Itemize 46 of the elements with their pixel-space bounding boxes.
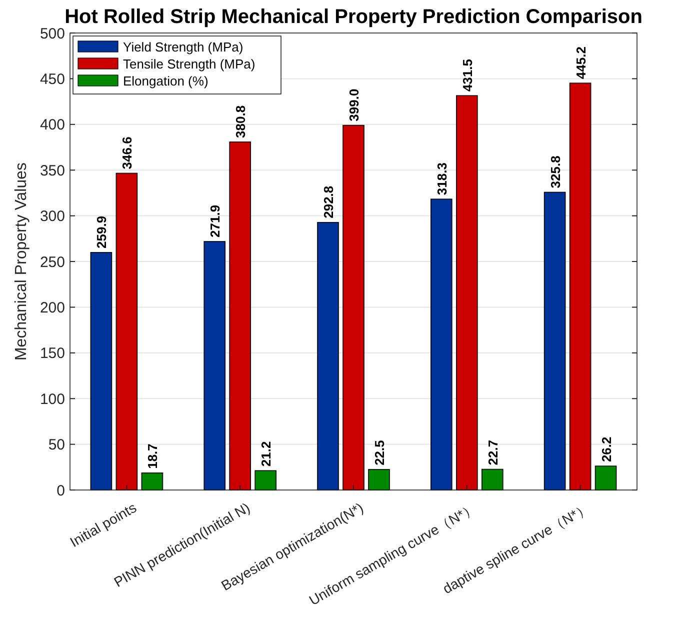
- legend-label: Elongation (%): [123, 74, 208, 89]
- text: 22.7: [485, 440, 500, 466]
- y-tick-label: 450: [40, 70, 65, 88]
- bar: [116, 172, 138, 490]
- y-tick-label: 50: [48, 436, 65, 454]
- y-tick-label: 150: [40, 345, 65, 362]
- chart-title: Hot Rolled Strip Mechanical Property Prediction Comparison: [64, 6, 642, 28]
- bar: [482, 468, 504, 490]
- y-tick-label: 350: [40, 162, 65, 180]
- legend-label: Yield Strength (MPa): [123, 40, 244, 55]
- bar: [544, 192, 566, 490]
- text: 271.9: [208, 204, 223, 238]
- bar: [569, 82, 592, 490]
- bar: [368, 469, 390, 490]
- text: 346.6: [120, 136, 135, 170]
- bar: [594, 466, 617, 490]
- y-tick-label: 400: [40, 116, 65, 134]
- text: 431.5: [460, 59, 475, 92]
- text: 292.8: [321, 186, 336, 218]
- text: 21.2: [258, 441, 274, 467]
- bar: [229, 142, 251, 490]
- text: 318.3: [434, 162, 450, 196]
- bar: [141, 472, 164, 490]
- bar: [317, 222, 339, 490]
- text: 380.8: [233, 105, 248, 138]
- text: 259.9: [94, 216, 110, 248]
- text: 399.0: [346, 88, 362, 122]
- text: 22.5: [372, 440, 387, 466]
- y-tick-label: 500: [40, 25, 65, 42]
- bar: [342, 124, 364, 490]
- y-axis-title: Mechanical Property Values: [13, 162, 30, 361]
- y-tick-label: 250: [40, 254, 65, 271]
- y-tick-label: 100: [40, 390, 65, 408]
- y-tick-label: 200: [40, 299, 65, 316]
- text: 445.2: [573, 46, 588, 80]
- text: 325.8: [548, 156, 563, 188]
- bar: [204, 241, 226, 490]
- text: 26.2: [598, 436, 614, 462]
- legend-label: Tensile Strength (MPa): [123, 56, 256, 72]
- text: 18.7: [145, 444, 160, 469]
- bar: [430, 198, 452, 490]
- bar: [90, 252, 112, 490]
- y-tick-label: 300: [40, 208, 65, 226]
- bar: [254, 470, 276, 490]
- bar: [456, 95, 478, 490]
- y-tick-label: 0: [56, 482, 65, 500]
